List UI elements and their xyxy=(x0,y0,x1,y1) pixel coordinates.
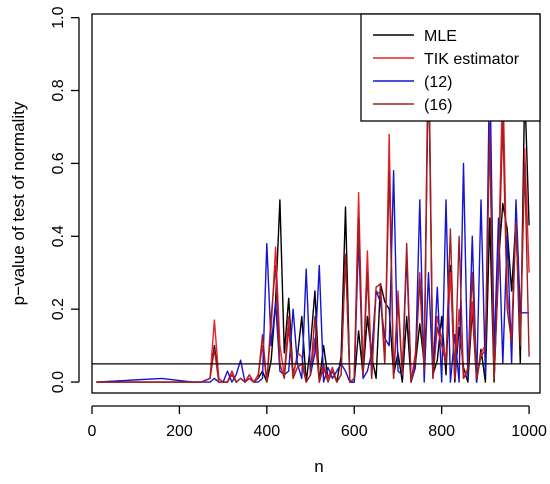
y-tick-label-4: 0.8 xyxy=(50,79,67,101)
legend-label-2: (12) xyxy=(424,74,452,91)
x-axis-title: n xyxy=(314,457,323,476)
series-line-3 xyxy=(96,35,530,383)
x-tick-label-0: 0 xyxy=(88,423,97,440)
legend: MLE TIK estimator (12) (16) xyxy=(360,13,541,122)
x-tick-label-2: 400 xyxy=(253,423,280,440)
legend-label-1: TIK estimator xyxy=(424,51,520,68)
legend-box xyxy=(360,13,541,122)
y-tick-label-1: 0.2 xyxy=(50,298,67,320)
y-tick-label-5: 1.0 xyxy=(50,6,67,28)
x-tick-label-4: 800 xyxy=(428,423,455,440)
legend-label-0: MLE xyxy=(424,28,457,45)
plot-frame xyxy=(91,13,541,394)
y-tick-label-3: 0.6 xyxy=(50,152,67,174)
y-tick-label-0: 0.0 xyxy=(50,371,67,393)
y-tick-label-2: 0.4 xyxy=(50,225,67,247)
legend-label-3: (16) xyxy=(424,97,452,114)
x-axis: 0 200 400 600 800 1000 xyxy=(88,405,547,440)
plot-lines xyxy=(96,20,530,383)
x-tick-label-3: 600 xyxy=(341,423,368,440)
x-tick-label-5: 1000 xyxy=(511,423,547,440)
y-axis: 0.0 0.2 0.4 0.6 0.8 1.0 xyxy=(50,6,80,393)
x-tick-label-1: 200 xyxy=(166,423,193,440)
y-axis-title: p−value of test of normality xyxy=(9,101,28,305)
